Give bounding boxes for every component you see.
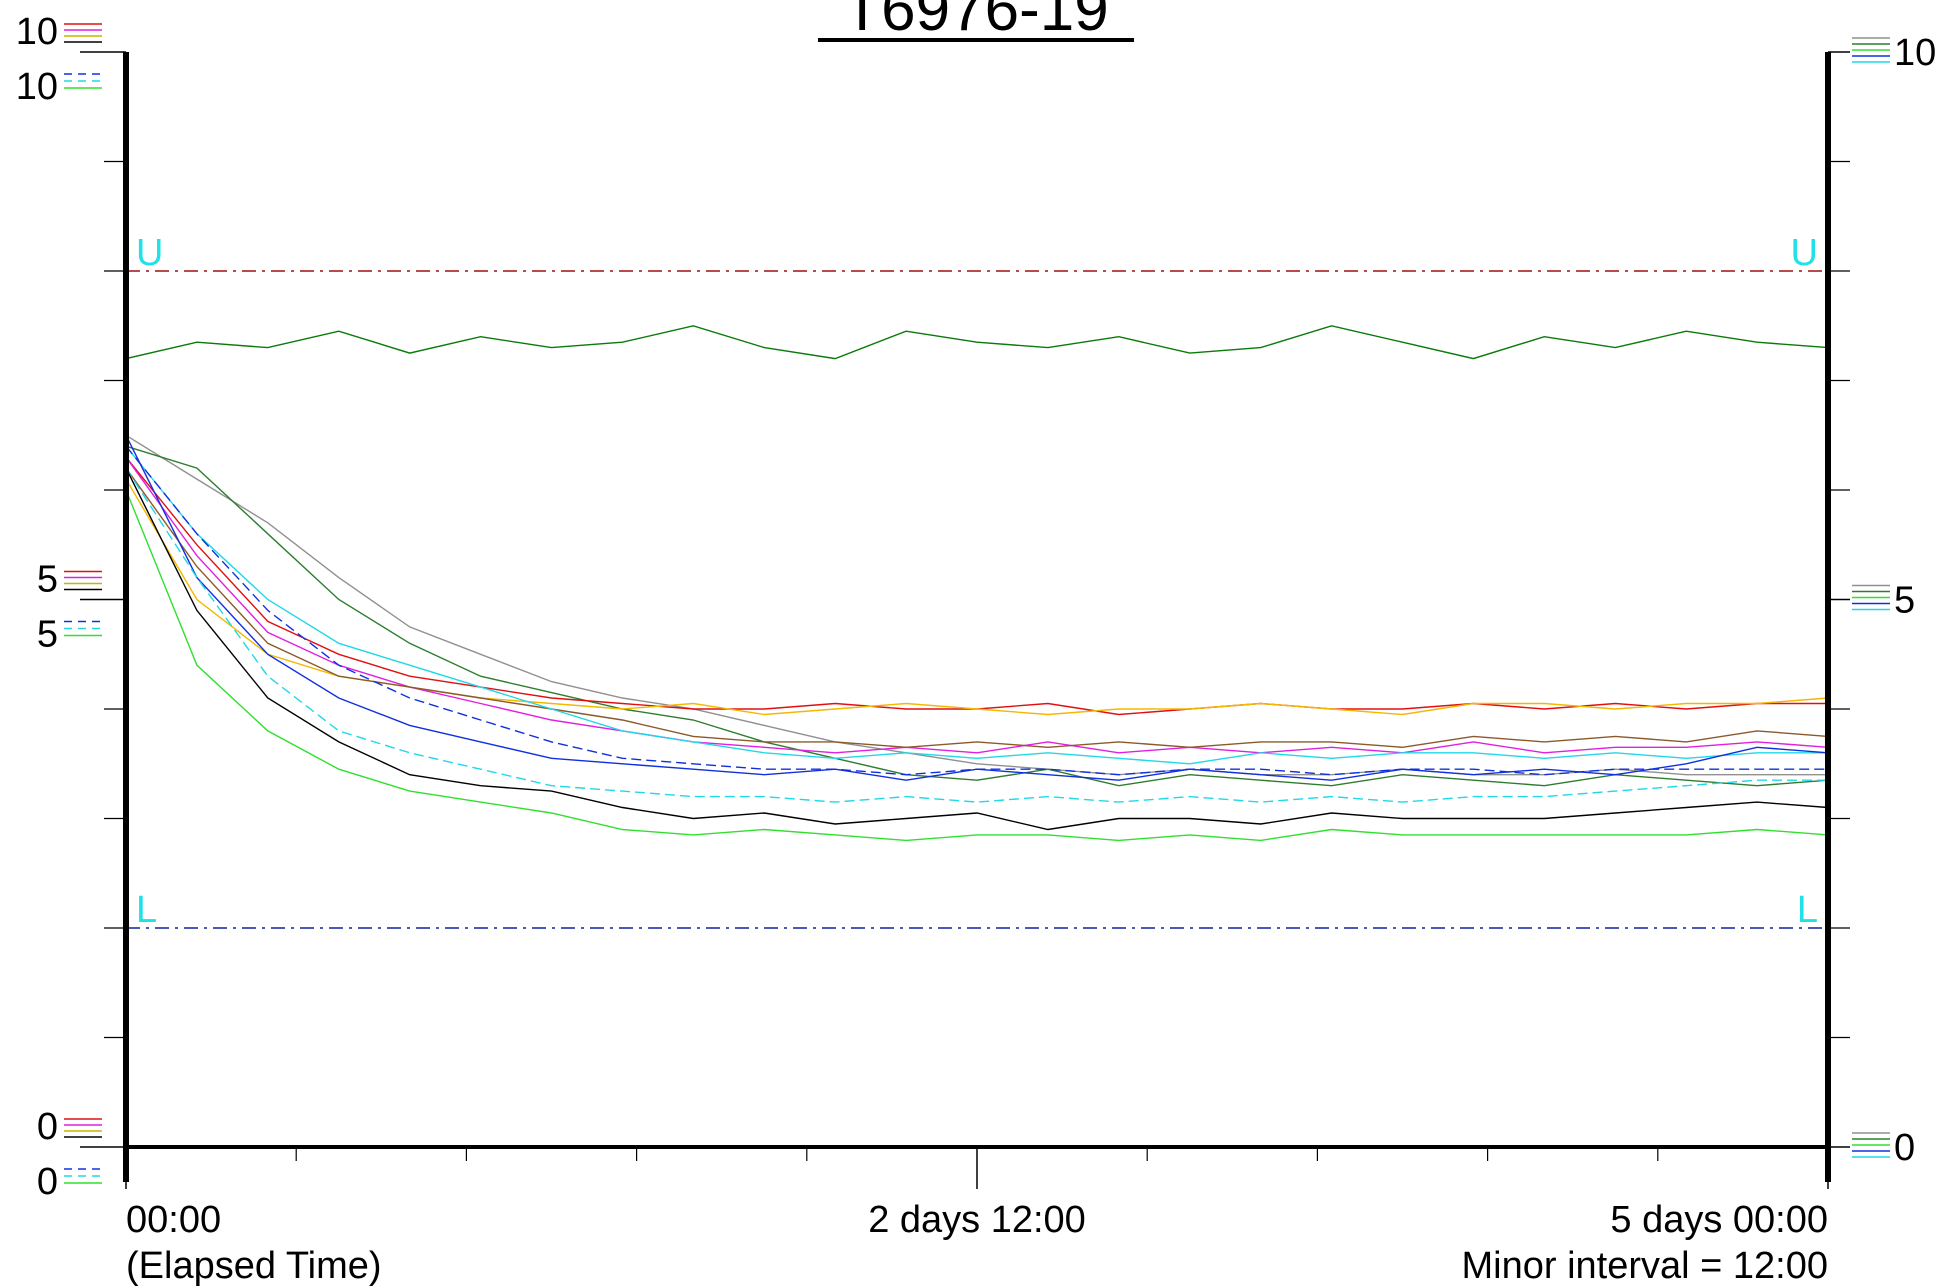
limit-label: U bbox=[136, 232, 163, 274]
chart-title: T6976-19 bbox=[843, 0, 1108, 44]
y2-tick-label: 10 bbox=[1894, 32, 1936, 74]
series-line bbox=[125, 325, 1829, 360]
y-tick-label: 5 bbox=[37, 614, 58, 656]
note: Minor interval = 12:00 bbox=[1462, 1245, 1828, 1287]
series-line bbox=[125, 467, 1829, 831]
y-tick-label: 0 bbox=[37, 1106, 58, 1148]
series-line bbox=[125, 445, 1828, 776]
x-tick-label: 5 days 00:00 bbox=[1610, 1199, 1828, 1241]
series-line bbox=[125, 445, 1828, 765]
x-axis-label: (Elapsed Time) bbox=[126, 1245, 382, 1287]
series-line bbox=[125, 467, 1829, 749]
series-line bbox=[125, 445, 1829, 787]
y-tick-label: 0 bbox=[37, 1161, 58, 1203]
series-line bbox=[125, 489, 1829, 842]
series-line bbox=[125, 434, 1828, 776]
y-tick-label: 10 bbox=[16, 11, 58, 53]
series-line bbox=[125, 456, 1828, 716]
x-tick-label: 00:00 bbox=[126, 1199, 221, 1241]
series-line bbox=[125, 467, 1828, 803]
y-tick-label: 10 bbox=[16, 66, 58, 108]
limit-label: U bbox=[1791, 232, 1818, 274]
limit-label: L bbox=[1797, 889, 1818, 931]
series-line bbox=[125, 478, 1829, 716]
y-tick-label: 5 bbox=[37, 559, 58, 601]
x-tick-label: 2 days 12:00 bbox=[868, 1199, 1086, 1241]
y2-tick-label: 5 bbox=[1894, 580, 1915, 622]
limit-label: L bbox=[136, 889, 157, 931]
y2-tick-label: 0 bbox=[1894, 1127, 1915, 1169]
